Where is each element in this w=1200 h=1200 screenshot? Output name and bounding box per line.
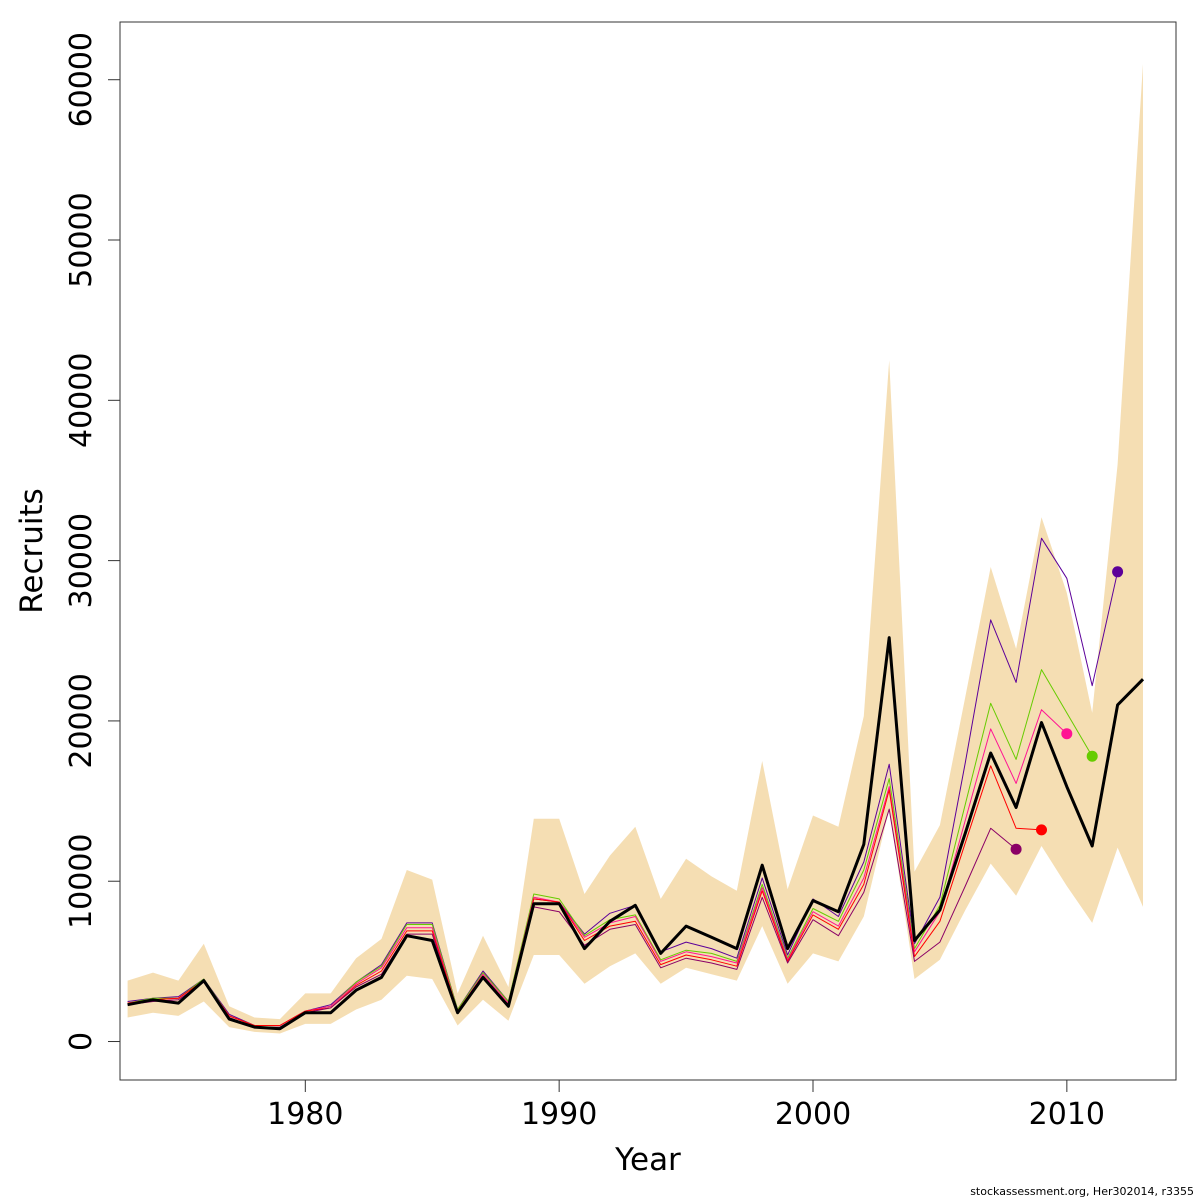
footer-credit: stockassessment.org, Her302014, r3355: [970, 1185, 1194, 1198]
endpoint-2008: [1010, 843, 1022, 855]
endpoint-layer: [1010, 566, 1124, 855]
y-axis: 0 10000 20000 30000 40000 50000 60000: [64, 32, 121, 1051]
x-tick-label: 2010: [1029, 1097, 1105, 1132]
confidence-band-layer: [127, 63, 1144, 1034]
endpoint-2012: [1112, 566, 1124, 578]
y-tick-label: 50000: [64, 192, 99, 287]
series-line-main: [127, 636, 1145, 1031]
y-tick-label: 20000: [64, 673, 99, 768]
endpoint-2009: [1036, 824, 1047, 836]
confidence-band: [127, 63, 1144, 1034]
y-tick-label: 10000: [64, 833, 99, 928]
x-tick-label: 2000: [775, 1097, 851, 1132]
x-axis: 1980 1990 2000 2010: [267, 1079, 1105, 1132]
series-layer: [127, 537, 1145, 1031]
y-axis-title: Recruits: [14, 488, 50, 614]
y-tick-label: 0: [64, 1032, 99, 1051]
x-tick-label: 1990: [521, 1097, 597, 1132]
series-line-retro-2009: [127, 765, 1042, 1026]
y-tick-label: 40000: [64, 353, 99, 448]
endpoint-2010: [1061, 728, 1073, 740]
y-tick-label: 30000: [64, 513, 99, 608]
x-tick-label: 1980: [267, 1097, 343, 1132]
x-axis-title: Year: [614, 1142, 681, 1178]
endpoint-2011: [1086, 750, 1098, 762]
y-tick-label: 60000: [64, 32, 99, 127]
